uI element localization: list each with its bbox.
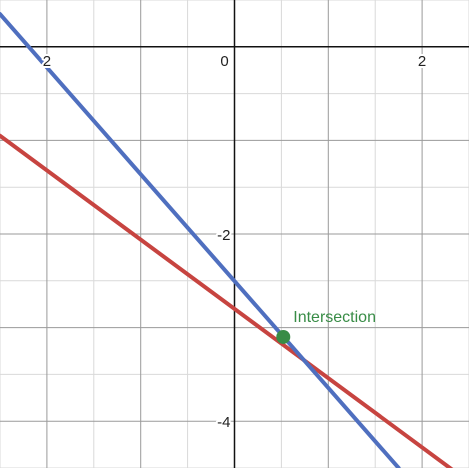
- y-tick-label: -4: [217, 414, 230, 431]
- x-tick-label: 0: [220, 53, 228, 70]
- series-line-1[interactable]: [0, 133, 469, 468]
- series-line-2[interactable]: [0, 12, 401, 468]
- points-layer: Intersection: [276, 309, 376, 344]
- x-tick-label: 2: [43, 53, 51, 70]
- x-tick-label: 2: [418, 53, 426, 70]
- intersection-point[interactable]: [276, 329, 291, 344]
- intersection-label: Intersection: [293, 309, 376, 326]
- series-layer: [0, 12, 469, 468]
- tick-labels: 2 0 2 -2 -4: [41, 51, 429, 433]
- y-tick-label: -2: [217, 227, 230, 244]
